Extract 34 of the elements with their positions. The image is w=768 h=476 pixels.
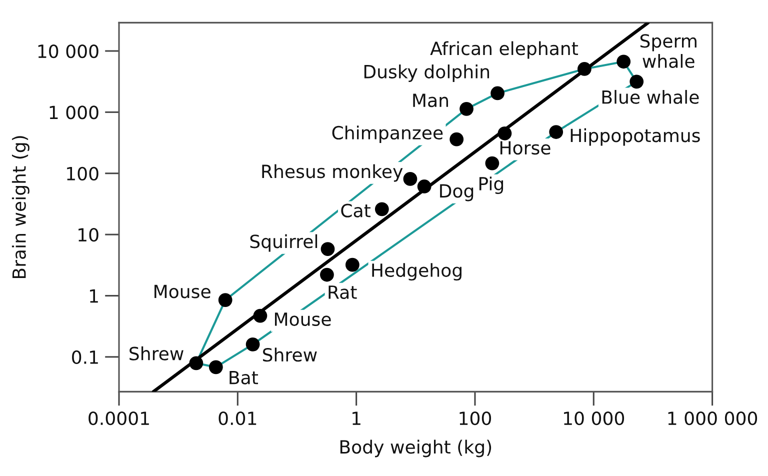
y-tick-label: 1 <box>90 289 98 303</box>
annotation: Shrew <box>130 346 184 360</box>
x-tick-label: 1 <box>352 412 360 425</box>
annotation: Rat <box>328 286 357 300</box>
annotation: Blue whale <box>602 90 699 104</box>
annotation: Hippopotamus <box>570 128 700 146</box>
x-tick-label: 0.0001 <box>88 411 149 426</box>
y-tick-label: 0.1 <box>72 350 98 364</box>
annotation: Chimpanzee <box>332 126 443 144</box>
annotation: Dog <box>440 184 474 202</box>
annotation: Pig <box>479 176 504 194</box>
annotation: African elephant <box>430 41 578 59</box>
annotation: Cat <box>341 204 370 218</box>
y-tick-label: 1 000 <box>50 106 98 120</box>
annotation: Hedgehog <box>372 263 462 281</box>
y-axis-title: Brain weight (g) <box>12 136 30 278</box>
annotation: Bat <box>230 370 258 384</box>
annotation: Shrew <box>262 348 317 362</box>
x-tick-label: 0.01 <box>218 411 256 426</box>
x-tick-label: 100 <box>460 411 492 426</box>
annotation: Sperm whale <box>640 34 696 68</box>
annotation: Horse <box>500 141 550 155</box>
annotation: Squirrel <box>250 234 318 252</box>
y-tick-label: 10 <box>78 228 98 242</box>
x-tick-label: 1 000 000 <box>668 411 758 426</box>
annotation: Rhesus monkey <box>262 164 403 182</box>
annotation: Dusky dolphin <box>364 64 490 82</box>
y-tick-label: 100 <box>67 166 98 180</box>
x-tick-label: 10 000 <box>564 411 624 426</box>
y-tick-label: 10 000 <box>38 44 98 58</box>
x-axis-title: Body weight (kg) <box>340 440 492 458</box>
annotation: Man <box>413 94 448 108</box>
annotation: Mouse <box>154 284 210 298</box>
annotation: Mouse <box>274 312 331 326</box>
